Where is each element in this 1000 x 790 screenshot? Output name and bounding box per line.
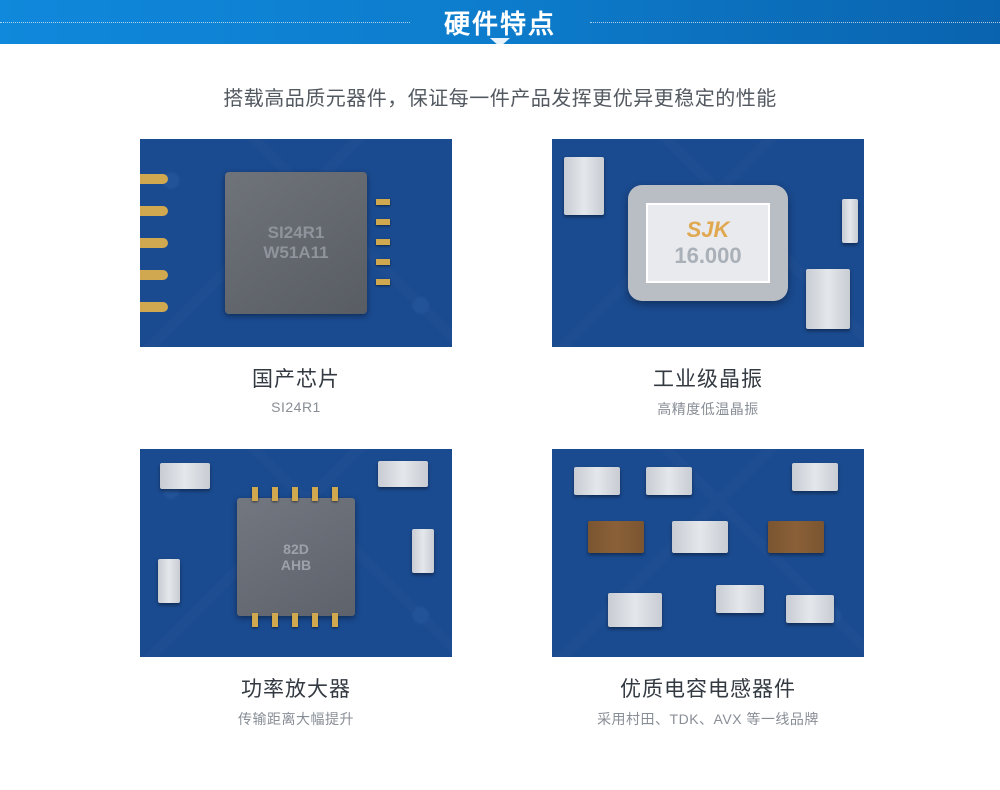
chip-lead — [312, 613, 318, 627]
pcb-thumbnail-crystal: SJK 16.000 — [552, 139, 864, 347]
chevron-down-icon — [490, 38, 510, 47]
chip-qfn-icon: SI24R1 W51A11 — [225, 172, 367, 314]
card-title: 国产芯片 — [140, 363, 452, 393]
smd-capacitor — [768, 521, 824, 553]
smd-capacitor — [588, 521, 644, 553]
chip-marking-line2: W51A11 — [263, 243, 328, 263]
chip-lead — [376, 259, 390, 265]
feature-card: SI24R1 W51A11 国产芯片 SI24R1 — [140, 139, 452, 419]
feature-card: 82D AHB 功率放大器 传输距离大幅提升 — [140, 449, 452, 729]
chip-lead — [252, 487, 258, 501]
chip-marking-line1: 82D — [283, 541, 309, 557]
section-subtitle: 搭载高品质元器件，保证每一件产品发挥更优异更稳定的性能 — [0, 82, 1000, 111]
feature-card: SJK 16.000 工业级晶振 高精度低温晶振 — [552, 139, 864, 419]
chip-lead — [272, 613, 278, 627]
smd-component — [792, 463, 838, 491]
smd-component — [378, 461, 428, 487]
crystal-oscillator-icon: SJK 16.000 — [628, 185, 788, 301]
feature-card: 优质电容电感器件 采用村田、TDK、AVX 等一线品牌 — [552, 449, 864, 729]
chip-lead — [376, 199, 390, 205]
chip-lead — [272, 487, 278, 501]
card-subtitle: 高精度低温晶振 — [552, 399, 864, 419]
section-header: 硬件特点 — [0, 0, 1000, 44]
card-title: 工业级晶振 — [552, 363, 864, 393]
pcb-thumbnail-chip: SI24R1 W51A11 — [140, 139, 452, 347]
chip-lead — [292, 487, 298, 501]
card-title: 功率放大器 — [140, 673, 452, 703]
smd-component — [786, 595, 834, 623]
smd-component — [412, 529, 434, 573]
card-title: 优质电容电感器件 — [552, 673, 864, 703]
chip-lead — [292, 613, 298, 627]
feature-grid: SI24R1 W51A11 国产芯片 SI24R1 SJK 16.000 工业级… — [140, 139, 860, 729]
pcb-thumbnail-amplifier: 82D AHB — [140, 449, 452, 657]
smd-component — [608, 593, 662, 627]
card-subtitle: 传输距离大幅提升 — [140, 709, 452, 729]
section-title: 硬件特点 — [416, 4, 584, 41]
smd-component — [564, 157, 604, 215]
smd-component — [716, 585, 764, 613]
smd-component — [646, 467, 692, 495]
decorative-dots-right — [590, 22, 1000, 23]
chip-lead — [312, 487, 318, 501]
chip-lead — [332, 613, 338, 627]
smd-component — [672, 521, 728, 553]
smd-component — [158, 559, 180, 603]
chip-lead — [376, 219, 390, 225]
chip-amplifier-icon: 82D AHB — [237, 498, 355, 616]
chip-lead — [376, 279, 390, 285]
crystal-frequency: 16.000 — [674, 243, 741, 269]
gold-edge-pads — [140, 174, 168, 312]
smd-component — [806, 269, 850, 329]
pcb-thumbnail-passives — [552, 449, 864, 657]
smd-component — [842, 199, 858, 243]
chip-marking-line1: SI24R1 — [268, 223, 325, 243]
chip-lead — [332, 487, 338, 501]
chip-marking-line2: AHB — [281, 557, 311, 573]
card-subtitle: SI24R1 — [140, 399, 452, 415]
crystal-brand: SJK — [687, 217, 730, 243]
card-subtitle: 采用村田、TDK、AVX 等一线品牌 — [552, 709, 864, 729]
chip-lead — [376, 239, 390, 245]
decorative-dots-left — [0, 22, 410, 23]
chip-lead — [252, 613, 258, 627]
smd-component — [160, 463, 210, 489]
smd-component — [574, 467, 620, 495]
